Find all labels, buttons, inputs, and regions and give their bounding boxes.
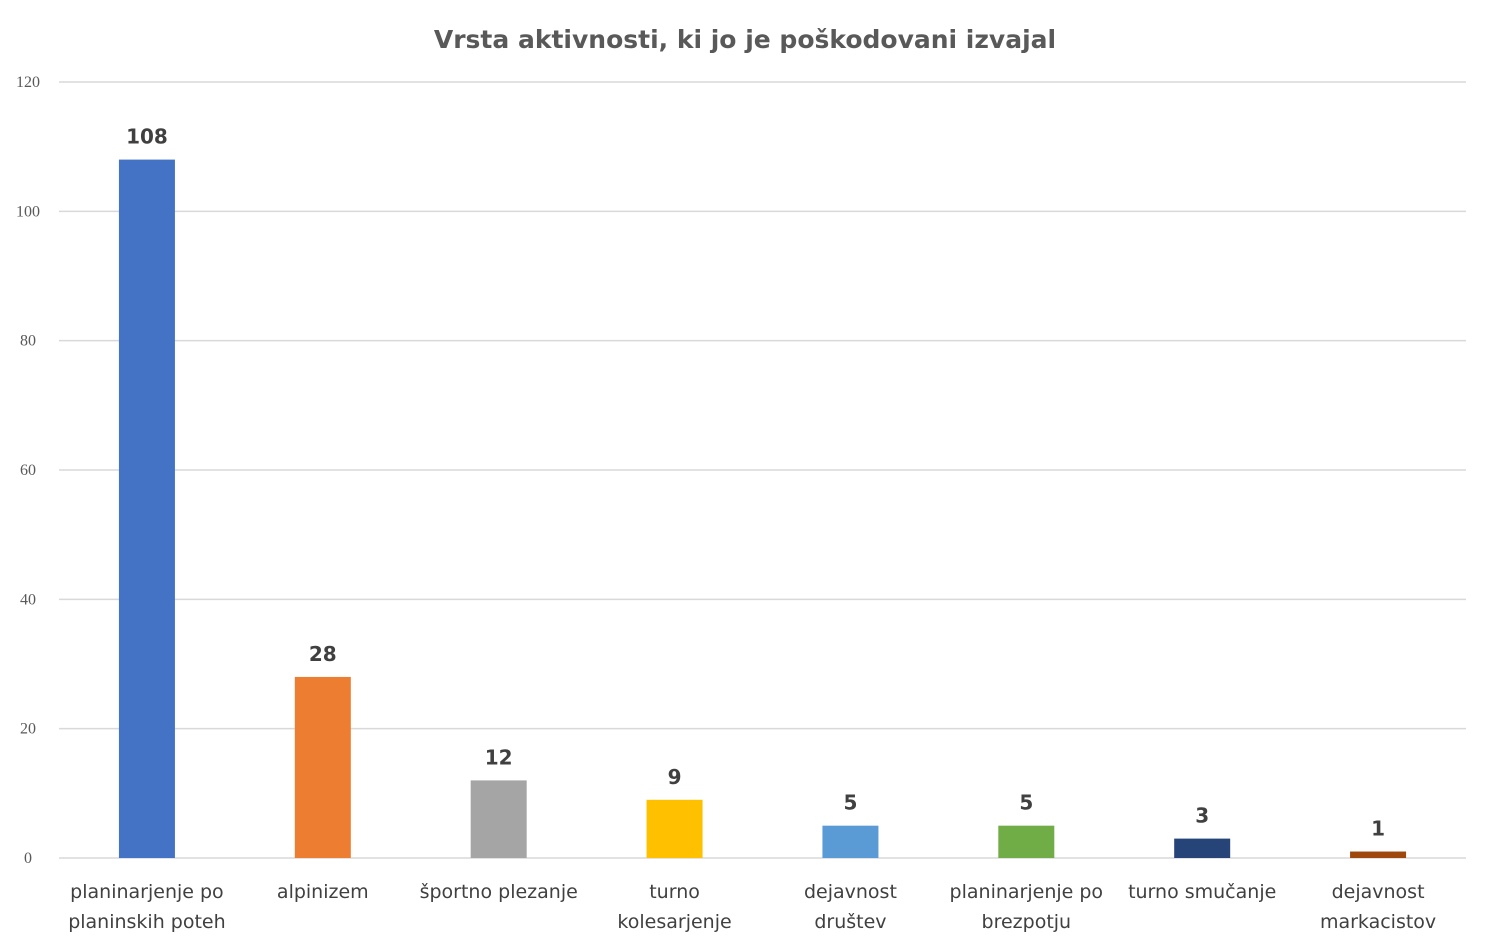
y-tick-label: 80 (20, 333, 36, 350)
data-label: 12 (485, 745, 513, 769)
data-label: 28 (309, 642, 337, 666)
data-label: 3 (1195, 804, 1209, 828)
gridlines (59, 81, 1466, 859)
y-tick-label: 20 (20, 721, 36, 738)
bar (470, 780, 527, 858)
x-category-label: kolesarjenje (617, 911, 731, 933)
x-category-label: markacistov (1320, 911, 1436, 933)
data-label: 9 (668, 765, 682, 789)
x-category-label: turno (649, 881, 700, 903)
x-category-label: društev (814, 911, 886, 933)
bar (294, 676, 351, 858)
x-category-label: športno plezanje (420, 881, 578, 903)
data-label: 5 (1019, 791, 1033, 815)
y-axis-ticks: 0 20 40 60 80 100 120 (16, 74, 40, 867)
x-axis-categories: planinarjenje po planinskih poteh alpinize… (68, 881, 1436, 933)
data-label: 108 (126, 125, 168, 149)
bar (646, 799, 703, 858)
y-tick-label: 100 (16, 203, 40, 220)
x-category-label: brezpotju (982, 911, 1072, 933)
data-labels: 108 28 12 9 5 5 3 1 (126, 125, 1385, 841)
x-category-label: alpinizem (277, 881, 369, 903)
data-label: 5 (843, 791, 857, 815)
bar (822, 825, 879, 858)
y-tick-label: 40 (20, 591, 36, 608)
x-category-label: planinarjenje po (950, 881, 1104, 903)
x-category-label: turno smučanje (1128, 881, 1276, 903)
y-tick-label: 120 (16, 74, 40, 91)
y-tick-label: 60 (20, 462, 36, 479)
bar (118, 159, 175, 859)
x-category-label: dejavnost (804, 881, 897, 903)
x-category-label: planinarjenje po (70, 881, 224, 903)
bar (1174, 838, 1231, 858)
bar (998, 825, 1055, 858)
bars (118, 159, 1407, 859)
x-category-label: dejavnost (1332, 881, 1425, 903)
bar (1350, 851, 1407, 858)
chart-title: Vrsta aktivnosti, ki jo je poškodovani i… (434, 25, 1056, 54)
x-category-label: planinskih poteh (68, 911, 225, 933)
y-tick-label: 0 (24, 850, 32, 867)
data-label: 1 (1371, 817, 1385, 841)
